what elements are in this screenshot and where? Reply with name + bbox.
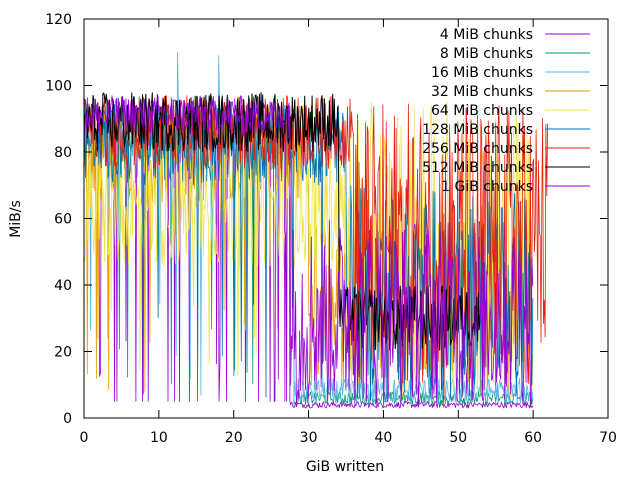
x-tick-label: 40 xyxy=(375,430,393,446)
y-tick-label: 120 xyxy=(45,12,72,28)
axis-ticks: 0 10 20 30 40 50 60 70 0 20 40 60 80 100 120 xyxy=(45,12,617,446)
series-line-9 xyxy=(83,95,534,408)
y-axis-title: MiB/s xyxy=(8,200,24,238)
y-tick-label: 60 xyxy=(54,212,72,228)
legend-label: 1 GiB chunks xyxy=(441,179,533,195)
y-tick-label: 100 xyxy=(45,79,72,95)
x-tick-label: 70 xyxy=(599,430,617,446)
x-tick-label: 10 xyxy=(150,430,168,446)
x-tick-label: 50 xyxy=(449,430,467,446)
legend-label: 64 MiB chunks xyxy=(431,103,533,119)
x-axis-title: GiB written xyxy=(306,459,384,475)
legend-label: 32 MiB chunks xyxy=(431,84,533,100)
legend: 4 MiB chunks 8 MiB chunks 16 MiB chunks 32 … xyxy=(422,27,590,195)
x-tick-label: 20 xyxy=(225,430,243,446)
series-line-7 xyxy=(83,95,548,384)
y-tick-label: 20 xyxy=(54,345,72,361)
legend-label: 512 MiB chunks xyxy=(422,160,533,176)
series-line-8 xyxy=(83,92,481,351)
x-tick-label: 0 xyxy=(80,430,89,446)
legend-label: 4 MiB chunks xyxy=(440,27,533,43)
legend-label: 8 MiB chunks xyxy=(440,46,533,62)
y-tick-label: 40 xyxy=(54,278,72,294)
legend-label: 128 MiB chunks xyxy=(422,122,533,138)
legend-label: 256 MiB chunks xyxy=(422,141,533,157)
legend-label: 16 MiB chunks xyxy=(431,65,533,81)
y-tick-label: 80 xyxy=(54,145,72,161)
x-tick-label: 60 xyxy=(524,430,542,446)
data-layer xyxy=(83,51,548,409)
x-tick-label: 30 xyxy=(300,430,318,446)
y-tick-label: 0 xyxy=(63,411,72,427)
